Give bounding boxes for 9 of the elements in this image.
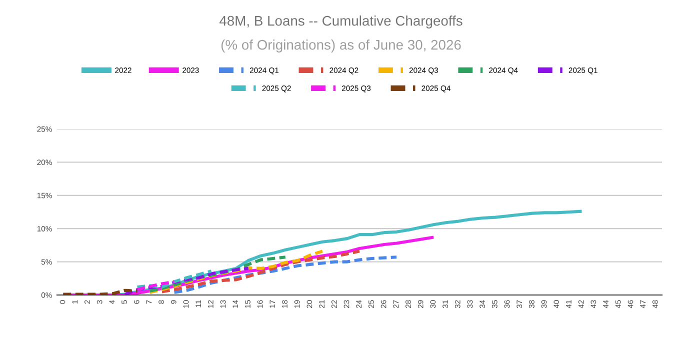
line-series [136,280,176,292]
line-series [123,266,250,295]
chart-subtitle: (% of Originations) as of June 30, 2026 [221,40,461,52]
line-series [136,270,213,289]
line-series [172,256,398,294]
line-series [148,250,324,294]
chart-title: 48M, B Loans -- Cumulative Chargeoffs [219,16,462,28]
line-series [148,256,287,293]
line-series [160,250,362,294]
